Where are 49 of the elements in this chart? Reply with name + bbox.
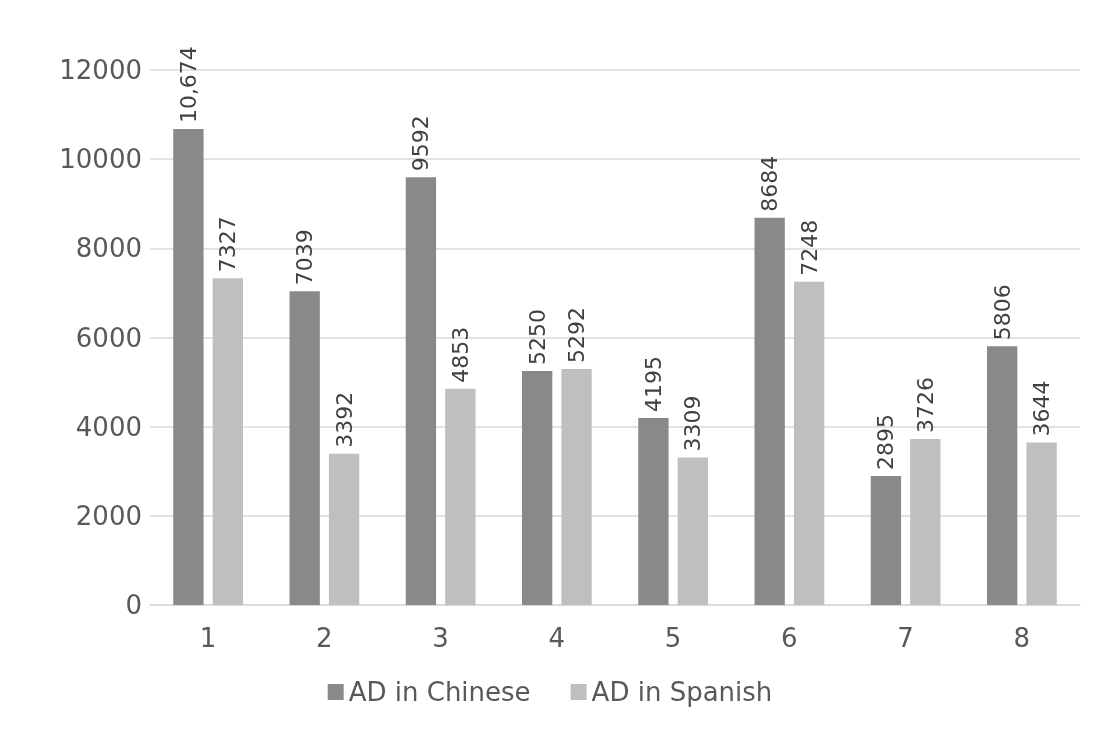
bar [405,177,437,605]
data-label: 5292 [564,307,590,364]
data-label: 7039 [292,229,318,286]
bar [910,438,941,605]
bar [289,291,320,605]
bar [173,129,204,605]
data-label: 9592 [408,115,434,172]
x-tick-label: 4 [548,623,566,653]
x-tick-label: 6 [781,623,798,653]
x-tick-label: 5 [664,623,682,653]
data-label: 3726 [912,376,938,433]
x-tick-label: 7 [897,623,914,653]
bar [987,346,1018,605]
y-tick-label: 4000 [75,411,142,442]
bar [561,369,592,605]
bar [754,217,785,605]
x-tick-label: 8 [1013,623,1031,653]
y-tick-label: 6000 [75,322,142,353]
bar [445,388,476,605]
data-label: 7327 [215,216,241,273]
data-label: 3392 [331,391,357,448]
y-tick-label: 8000 [75,233,142,264]
y-tick-label: 12000 [59,55,142,85]
data-label: 3309 [680,395,706,452]
y-tick-label: 0 [125,590,142,620]
bar [1026,442,1057,605]
data-label: 5250 [524,308,550,365]
x-tick-label: 1 [199,623,217,653]
bar [212,278,243,605]
data-label: 10,674 [175,46,201,124]
data-label: 5806 [989,284,1015,341]
data-label: 4195 [640,355,666,412]
y-tick-label: 2000 [75,500,142,531]
y-tick-label: 10000 [59,144,142,175]
bar [328,453,360,605]
x-tick-label: 2 [316,623,333,653]
data-label: 7248 [796,219,822,276]
data-label: 3644 [1029,380,1055,437]
bar [522,370,553,605]
bar [793,281,825,605]
data-label: 8684 [757,155,783,212]
bar [677,457,708,605]
legend-label: AD in Chinese [348,677,531,707]
data-label: 2895 [873,413,899,470]
bar [638,417,669,605]
data-label: 4853 [447,326,473,383]
bar [870,475,902,605]
legend-label: AD in Spanish [591,677,773,707]
x-tick-label: 3 [432,623,449,653]
